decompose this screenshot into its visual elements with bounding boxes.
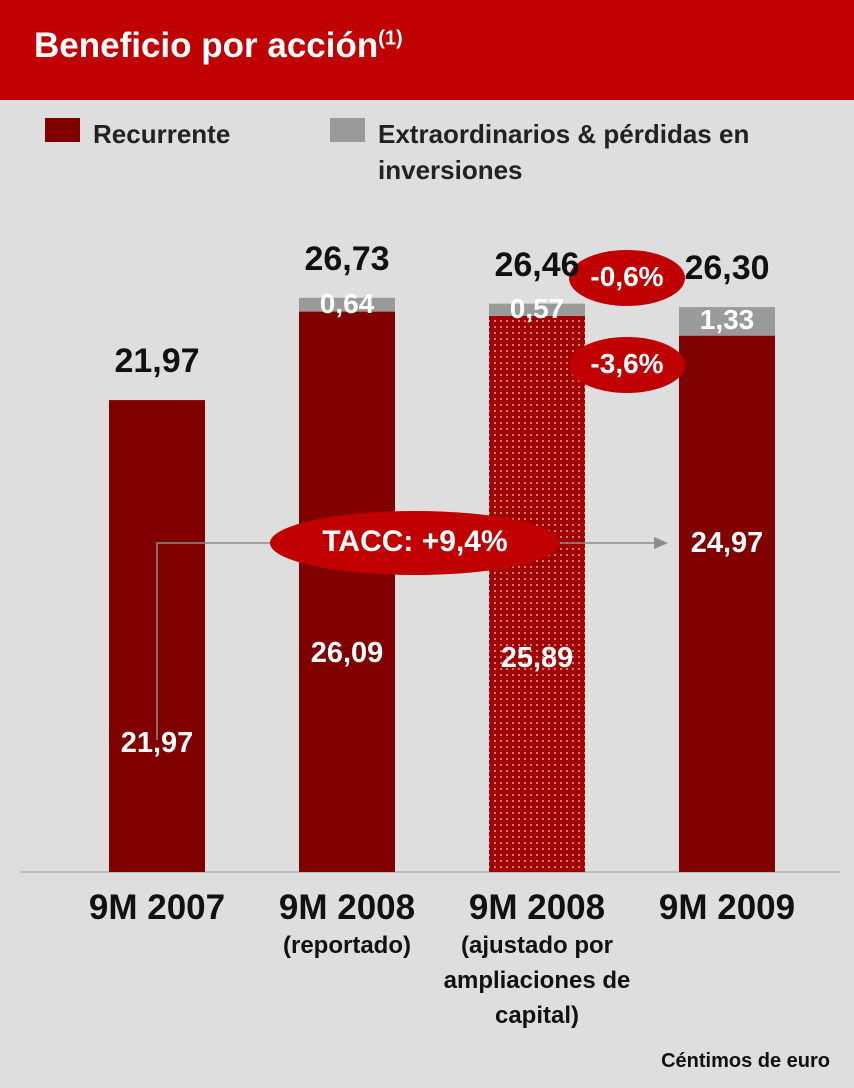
category-note: (reportado)	[283, 932, 411, 959]
value-label: 0,64	[319, 287, 375, 319]
x-tick-label: 9M 2009	[658, 888, 796, 927]
legend-swatch	[45, 118, 80, 142]
annotation-bubble	[569, 337, 685, 393]
legend-label: Extraordinarios & pérdidas en inversione…	[378, 119, 750, 185]
x-tick-label: 9M 2008	[278, 888, 416, 927]
total-label: 26,30	[684, 249, 770, 288]
value-label: 26,09	[310, 637, 384, 669]
bar-segment	[299, 311, 395, 872]
unit-note: Céntimos de euro	[661, 1050, 830, 1072]
chart-title: Beneficio por acción(1)	[34, 26, 403, 66]
total-label: 26,46	[494, 245, 580, 284]
bar-segment	[299, 297, 395, 312]
category-note: (ajustado por ampliaciones de capital)	[443, 932, 631, 1029]
bar-segment	[679, 335, 775, 872]
legend-swatch	[330, 118, 365, 142]
value-label: 0,57	[509, 292, 565, 324]
annotation-bubble	[569, 250, 685, 306]
legend-label: Recurrente	[93, 119, 231, 149]
bar-segment	[489, 303, 585, 316]
x-tick-label: 9M 2007	[88, 888, 226, 927]
annotation-text: TACC: +9,4%	[322, 525, 508, 558]
annotation-text: -0,6%	[590, 261, 664, 293]
value-label: 25,89	[500, 642, 574, 674]
value-label: 1,33	[699, 304, 755, 336]
title-note: (1)	[378, 27, 403, 50]
title-text: Beneficio por acción	[34, 26, 379, 65]
annotation-bubble	[270, 511, 560, 575]
value-label: 21,97	[120, 727, 194, 759]
arrow-head	[654, 537, 668, 549]
value-label: 24,97	[690, 527, 764, 559]
total-label: 26,73	[304, 239, 390, 278]
header-band	[0, 0, 854, 100]
bar-segment	[679, 307, 775, 336]
total-label: 21,97	[114, 342, 200, 381]
annotation-text: -3,6%	[590, 348, 664, 380]
bar-segment	[489, 315, 585, 872]
x-tick-label: 9M 2008	[468, 888, 606, 927]
